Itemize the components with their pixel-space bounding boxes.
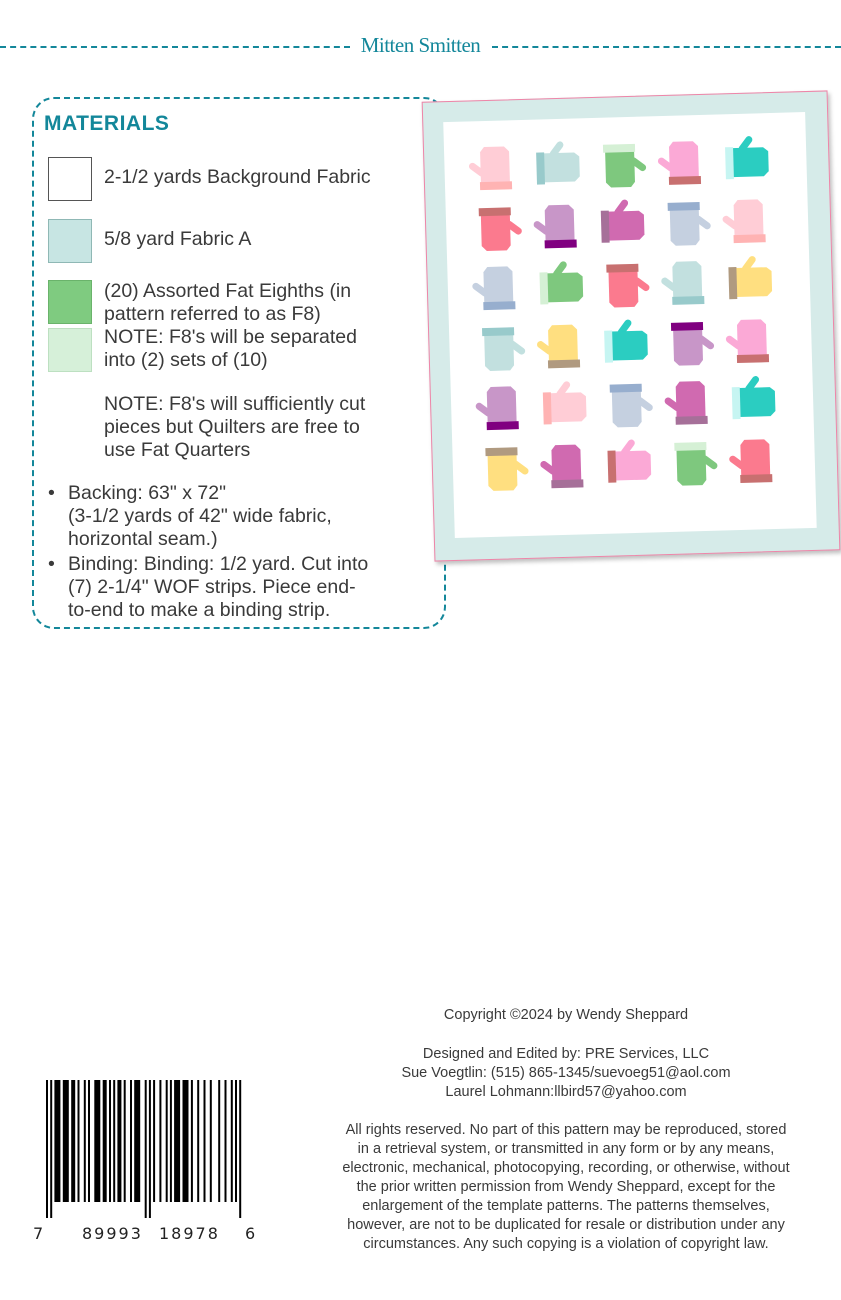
mitten-block <box>725 136 769 180</box>
mitten-block <box>667 202 711 246</box>
mitten-block <box>536 141 580 185</box>
barcode-bar <box>174 1080 181 1202</box>
barcode-bar <box>102 1080 107 1202</box>
mitten-grid <box>464 131 789 500</box>
barcode-bar <box>50 1080 53 1218</box>
barcode-bar <box>62 1080 69 1202</box>
materials-heading: MATERIALS <box>44 112 170 135</box>
barcode-bar <box>88 1080 90 1202</box>
mitten-block <box>604 319 648 363</box>
material-background: 2-1/2 yards Background Fabric <box>104 166 371 188</box>
quilt-center <box>443 112 817 539</box>
mitten-block <box>602 143 647 188</box>
rights-statement: All rights reserved. No part of this pat… <box>342 1122 790 1252</box>
barcode-bar <box>235 1080 237 1202</box>
barcode-bar <box>190 1080 193 1202</box>
header-dashed-rule-left <box>0 46 350 48</box>
swatch-background-fabric <box>48 157 92 201</box>
barcode-bar <box>239 1080 242 1218</box>
mitten-block <box>539 261 584 305</box>
barcode-bar <box>117 1080 122 1202</box>
barcode-bar <box>130 1080 132 1202</box>
swatch-fat-eighths-light <box>48 328 92 372</box>
barcode-bar <box>209 1080 212 1202</box>
barcode-bar <box>165 1080 168 1202</box>
mitten-block <box>729 439 773 484</box>
mitten-block <box>606 263 650 308</box>
bullet-icon: • <box>48 553 55 575</box>
barcode-bar <box>109 1080 111 1202</box>
barcode-bar <box>153 1080 156 1202</box>
materials-note: NOTE: F8's will sufficiently cut pieces … <box>104 393 366 461</box>
barcode-bar <box>71 1080 76 1202</box>
barcode-digit-prefix: 7 <box>33 1224 44 1243</box>
quilt-illustration <box>421 90 841 562</box>
mitten-block <box>485 447 529 491</box>
mitten-block <box>609 383 653 428</box>
barcode-bar <box>113 1080 116 1202</box>
credits-block: Designed and Edited by: PRE Services, LL… <box>401 1046 731 1100</box>
barcode-digit-check: 6 <box>245 1224 256 1243</box>
mitten-block <box>542 381 587 425</box>
swatch-fat-eighths-dark <box>48 280 92 324</box>
mitten-block <box>728 256 773 300</box>
mitten-block <box>607 439 652 483</box>
mitten-block <box>540 444 584 489</box>
barcode-bar <box>218 1080 221 1202</box>
mitten-block <box>536 324 581 369</box>
header-dashed-rule-right <box>492 46 841 48</box>
barcode-bar <box>54 1080 61 1202</box>
barcode-bar <box>83 1080 86 1202</box>
barcode-bar <box>144 1080 147 1218</box>
barcode-digits-right: 18978 <box>159 1224 220 1243</box>
mitten-block <box>533 204 577 249</box>
bullet-icon: • <box>48 482 55 504</box>
mitten-block <box>664 381 708 425</box>
barcode-bar <box>46 1080 48 1218</box>
barcode <box>46 1080 242 1218</box>
barcode-bar <box>197 1080 200 1202</box>
material-fat-eighths: (20) Assorted Fat Eighths (in pattern re… <box>104 280 357 371</box>
mitten-block <box>725 319 770 364</box>
material-fabric-a: 5/8 yard Fabric A <box>104 228 252 250</box>
swatch-fabric-a <box>48 219 92 263</box>
mitten-block <box>472 266 516 311</box>
barcode-bar <box>94 1080 101 1202</box>
barcode-bar <box>123 1080 126 1202</box>
mitten-block <box>731 376 776 420</box>
copyright-text: Copyright ©2024 by Wendy Sheppard <box>443 1007 689 1023</box>
mitten-block <box>475 386 519 431</box>
mitten-block <box>657 141 702 185</box>
barcode-bar <box>230 1080 233 1202</box>
mitten-block <box>600 199 645 243</box>
barcode-bar <box>159 1080 162 1202</box>
barcode-bar <box>134 1080 141 1202</box>
mitten-block <box>722 199 766 244</box>
mitten-block <box>674 441 718 486</box>
barcode-bar <box>203 1080 206 1202</box>
barcode-bar <box>169 1080 172 1202</box>
mitten-block <box>478 207 522 251</box>
barcode-digits-left: 89993 <box>82 1224 143 1243</box>
mitten-block <box>482 327 526 371</box>
barcode-bar <box>224 1080 227 1202</box>
barcode-bar <box>148 1080 151 1218</box>
barcode-bar <box>77 1080 80 1202</box>
mitten-block <box>670 321 715 366</box>
mitten-block <box>468 146 513 191</box>
barcode-bar <box>182 1080 189 1202</box>
pattern-title: Mitten Smitten <box>357 33 484 57</box>
mitten-block <box>661 261 705 305</box>
